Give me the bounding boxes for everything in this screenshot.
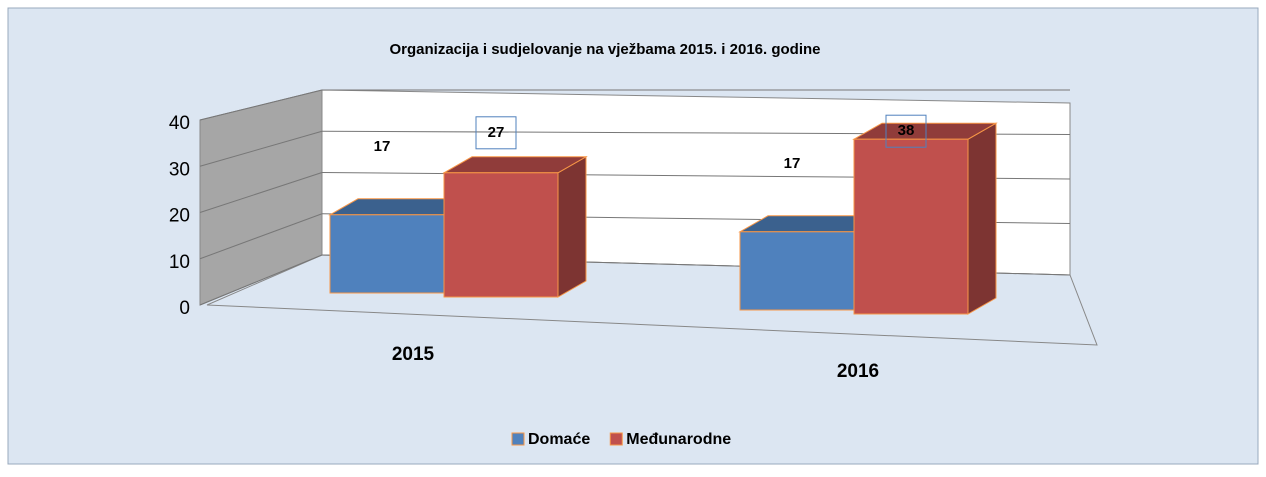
legend-label: Međunarodne bbox=[626, 431, 731, 448]
bar-side bbox=[557, 155, 587, 298]
bar-side bbox=[967, 122, 997, 315]
x-tick-label: 2015 bbox=[392, 344, 435, 365]
legend-swatch bbox=[511, 432, 525, 446]
grid-line bbox=[199, 213, 323, 260]
y-tick-label: 30 bbox=[169, 159, 190, 180]
bar bbox=[443, 172, 559, 298]
value-label: 17 bbox=[374, 138, 391, 155]
y-tick-label: 20 bbox=[169, 206, 190, 227]
grid-line bbox=[199, 89, 323, 121]
value-label-box bbox=[885, 114, 927, 148]
value-label: 17 bbox=[784, 155, 801, 172]
y-tick-label: 40 bbox=[169, 113, 190, 134]
legend-label: Domaće bbox=[528, 431, 590, 448]
bar bbox=[329, 214, 445, 294]
value-label: 38 bbox=[898, 122, 915, 139]
legend-swatch bbox=[609, 432, 623, 446]
y-tick-label: 10 bbox=[169, 252, 190, 273]
chart-title: Organizacija i sudjelovanje na vježbama … bbox=[389, 41, 820, 58]
bar bbox=[853, 138, 969, 315]
bar bbox=[739, 231, 855, 311]
value-label: 27 bbox=[488, 124, 505, 141]
grid-line bbox=[199, 172, 323, 213]
y-tick-label: 0 bbox=[179, 298, 190, 319]
x-tick-label: 2016 bbox=[837, 361, 879, 382]
grid-line bbox=[199, 254, 323, 306]
grid-line bbox=[199, 130, 323, 167]
value-label-box bbox=[475, 116, 517, 150]
